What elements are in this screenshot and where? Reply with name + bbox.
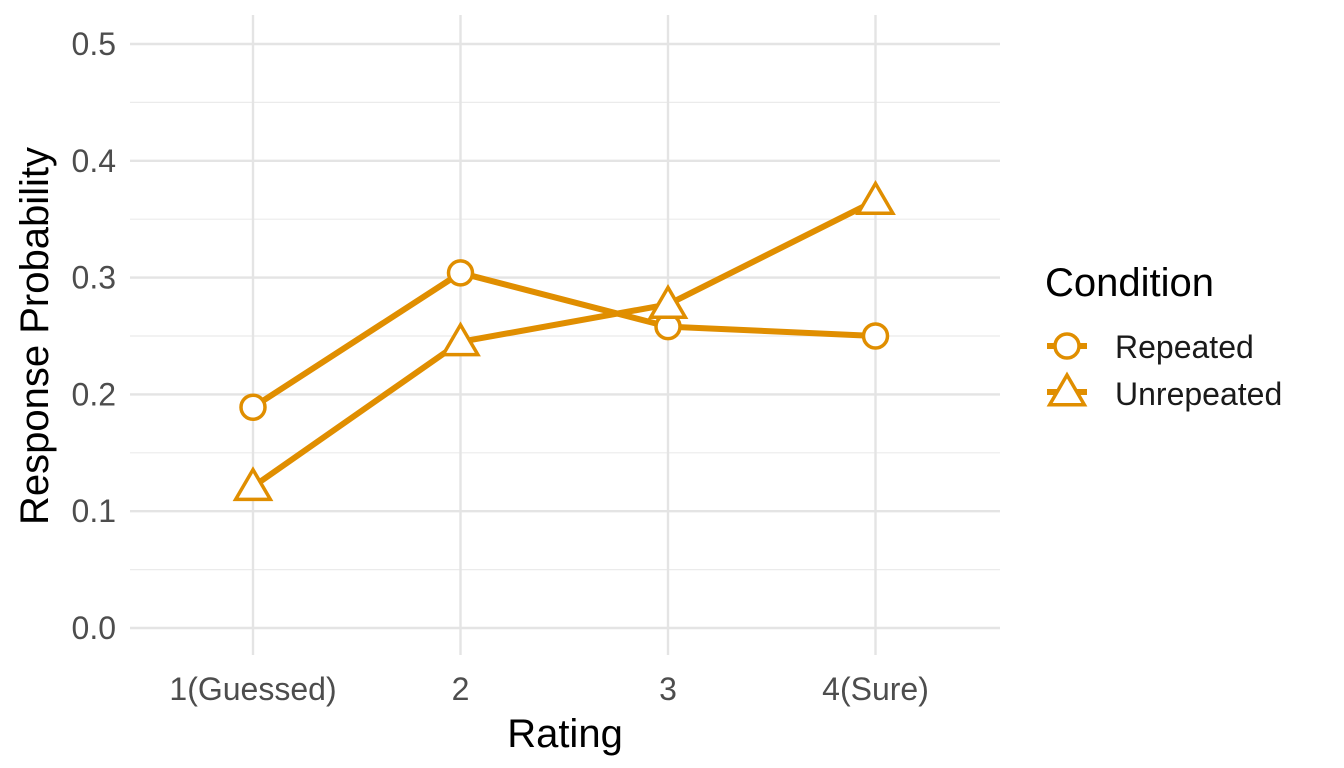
legend-label-unrepeated: Unrepeated — [1115, 376, 1282, 412]
y-axis-title: Response Probability — [13, 147, 57, 525]
data-point-repeated — [446, 259, 475, 287]
data-point-unrepeated — [440, 321, 481, 357]
y-tick-label: 0.5 — [72, 26, 116, 62]
x-tick-label: 3 — [659, 671, 677, 707]
data-point-repeated — [239, 393, 267, 421]
data-point-repeated — [861, 322, 890, 350]
legend-label-repeated: Repeated — [1115, 329, 1254, 365]
minor-gridlines — [130, 101, 1000, 571]
legend-marker-repeated — [1053, 332, 1081, 360]
series-line-repeated — [251, 269, 876, 410]
x-axis-ticks: 1(Guessed) 2 3 4(Sure) — [169, 671, 928, 707]
x-tick-label: 4(Sure) — [822, 671, 929, 707]
data-point-unrepeated — [232, 466, 274, 502]
legend-marker-unrepeated — [1046, 371, 1088, 407]
x-tick-label: 1(Guessed) — [169, 671, 336, 707]
y-tick-label: 0.3 — [72, 260, 116, 296]
x-axis-title: Rating — [507, 712, 623, 756]
series-layer — [232, 180, 896, 502]
data-point-unrepeated — [647, 283, 689, 319]
legend: Condition Repeated Unrepeated — [1045, 261, 1282, 412]
legend-title: Condition — [1045, 261, 1214, 305]
y-axis-ticks: 0.0 0.1 0.2 0.3 0.4 0.5 — [72, 26, 116, 646]
legend-keys — [1046, 332, 1088, 407]
y-tick-label: 0.0 — [72, 610, 116, 646]
y-tick-label: 0.2 — [72, 376, 116, 412]
y-tick-label: 0.1 — [72, 493, 116, 529]
y-tick-label: 0.4 — [72, 143, 116, 179]
x-tick-label: 2 — [452, 671, 470, 707]
data-point-unrepeated — [855, 180, 896, 216]
series-line-unrepeated — [251, 197, 877, 490]
